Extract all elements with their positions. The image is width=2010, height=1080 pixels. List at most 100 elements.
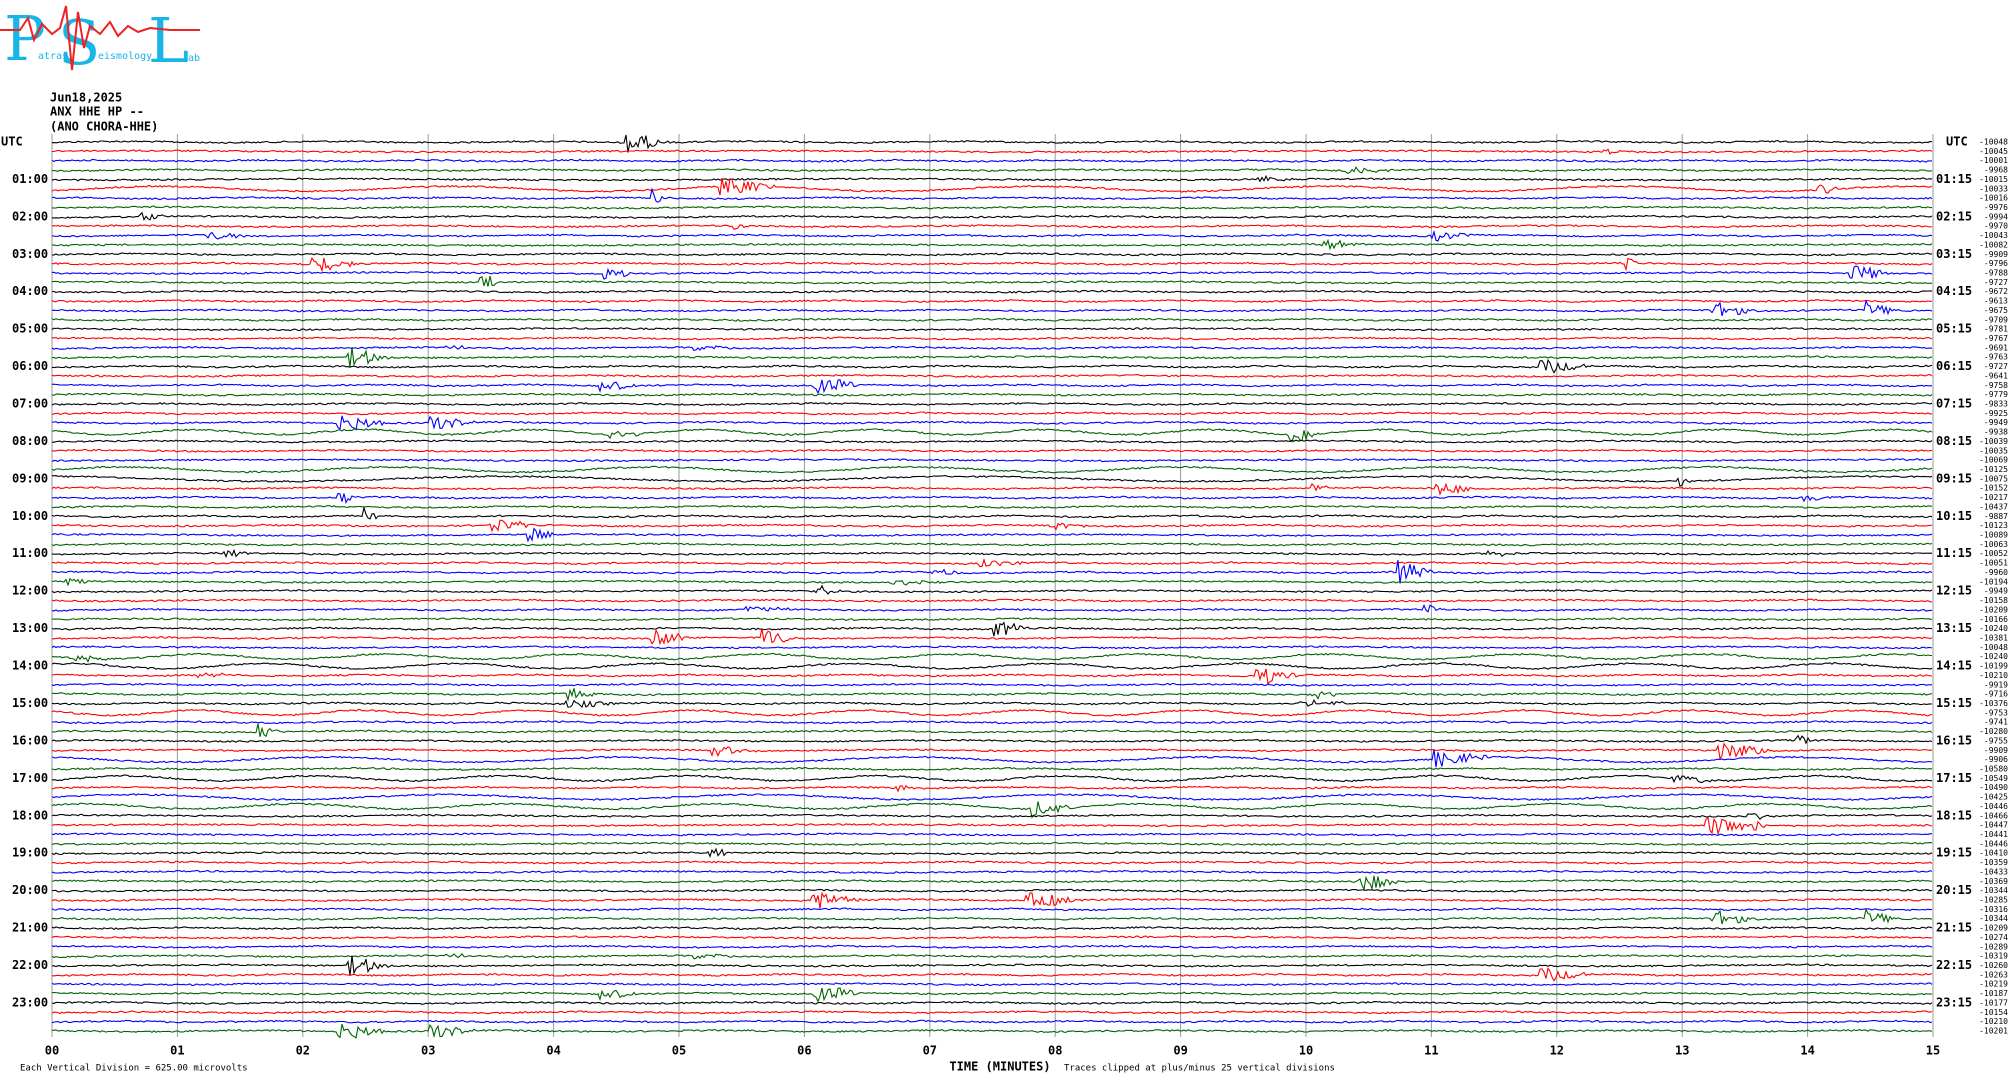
offset-label: -9906 [1984,755,2008,764]
offset-label: -10082 [1979,240,2008,249]
offset-label: -10425 [1979,793,2008,802]
trace [52,560,1933,584]
offset-label: -10045 [1979,147,2008,156]
offset-label: -9727 [1984,278,2008,287]
offset-label: -10344 [1979,886,2008,895]
offset-label: -10187 [1979,989,2008,998]
offset-label: -10410 [1979,849,2008,858]
hour-label: 20:15 [1936,883,1972,897]
trace [51,177,1933,196]
hour-label: 20:00 [12,883,48,897]
hour-label: 21:15 [1936,921,1972,935]
offset-label: -9675 [1984,306,2008,315]
trace [51,682,1933,687]
offset-label: -9613 [1984,297,2008,306]
trace [51,1010,1933,1015]
offset-label: -10123 [1979,521,2008,530]
offset-label: -10433 [1979,867,2008,876]
trace [51,875,1933,892]
trace [51,604,1933,613]
trace [51,645,1933,650]
trace [51,448,1933,453]
x-tick-label: 01 [170,1044,184,1058]
offset-label: -10316 [1979,905,2008,914]
offset-label: -10260 [1979,961,2008,970]
offset-label: -9919 [1984,680,2008,689]
offset-label: -9767 [1984,334,2008,343]
trace [51,347,1933,368]
offset-label: -10063 [1979,540,2008,549]
offset-label: -10490 [1979,783,2008,792]
hour-label: 19:00 [12,846,48,860]
offset-label: -9887 [1984,512,2008,521]
hour-label: 06:15 [1936,359,1972,373]
offset-label: -9672 [1984,287,2008,296]
offset-label: -10039 [1979,437,2008,446]
offset-label: -9709 [1984,315,2008,324]
offset-label: -10210 [1979,1017,2008,1026]
hour-label: 05:15 [1936,322,1972,336]
trace [51,458,1933,463]
trace [52,720,1933,725]
right-axis-title: UTC [1946,135,1968,149]
trace [51,662,1933,670]
offset-label: -9741 [1984,718,2008,727]
trace [51,598,1933,603]
offset-label: -10359 [1979,858,2008,867]
offset-label: -10280 [1979,727,2008,736]
x-tick-label: 02 [296,1044,310,1058]
offset-label: -9949 [1984,587,2008,596]
logo: P S L atras eismology ab [0,2,200,79]
trace [51,847,1933,858]
left-axis-title: UTC [1,135,23,149]
offset-label: -10001 [1979,156,2008,165]
trace [51,475,1933,487]
location: (ANO CHORA-HHE) [50,120,158,134]
logo-word: atras [38,51,68,62]
trace [51,265,1933,280]
trace [51,816,1933,836]
offset-label: -10580 [1979,764,2008,773]
hour-label: 01:15 [1936,172,1972,186]
trace [51,801,1933,819]
trace [51,205,1933,210]
offset-label: -10466 [1979,811,2008,820]
offset-label: -9833 [1984,400,2008,409]
trace [51,841,1933,846]
trace [51,527,1933,543]
offset-label: -9727 [1984,362,2008,371]
trace [51,379,1933,395]
x-tick-label: 15 [1926,1044,1940,1058]
trace [51,482,1933,496]
offset-label: -10437 [1979,502,2008,511]
trace [51,402,1933,406]
hour-label: 13:00 [12,621,48,635]
offset-label: -10048 [1979,138,2008,147]
x-tick-label: 09 [1173,1044,1187,1058]
trace [51,327,1933,332]
trace [51,888,1933,893]
offset-label: -10177 [1979,998,2008,1007]
offset-label: -10048 [1979,643,2008,652]
offset-label: -10219 [1979,980,2008,989]
hour-label: 08:15 [1936,434,1972,448]
trace [51,373,1933,378]
trace [51,1023,1933,1040]
trace [51,955,1933,976]
offset-label: -9938 [1984,428,2008,437]
offset-label: -9968 [1984,166,2008,175]
hour-label: 14:15 [1936,659,1972,673]
offset-label: -9909 [1984,746,2008,755]
hour-label: 14:00 [12,659,48,673]
hour-label: 11:00 [12,546,48,560]
offset-label: -10369 [1979,877,2008,886]
trace [51,766,1933,771]
hour-label: 09:15 [1936,471,1972,485]
trace [51,542,1933,547]
offset-label: -10274 [1979,933,2008,942]
hour-label: 16:00 [12,733,48,747]
trace [51,709,1933,717]
offset-label: -10209 [1979,605,2008,614]
hour-label: 10:15 [1936,509,1972,523]
